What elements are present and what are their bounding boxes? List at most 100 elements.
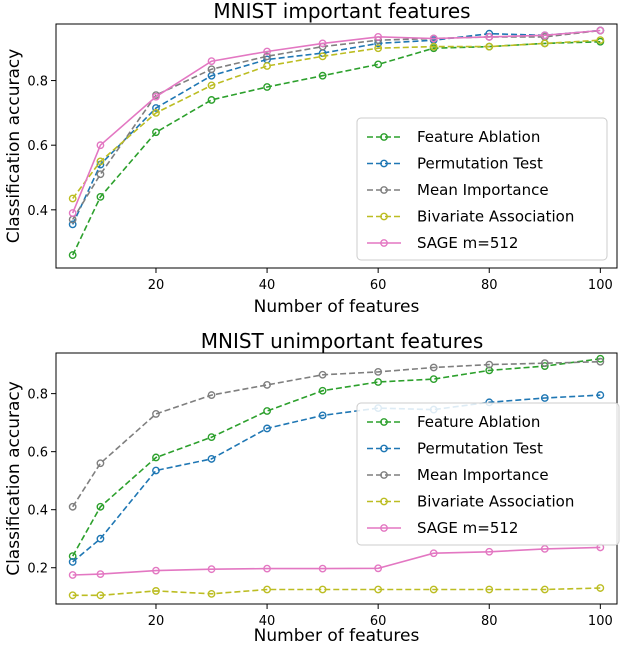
x-tick-label: 80 — [481, 278, 498, 293]
data-point — [540, 544, 549, 553]
legend-swatch-marker — [380, 471, 388, 479]
data-point — [429, 363, 438, 372]
data-point — [152, 466, 160, 475]
series-line — [72, 546, 601, 576]
data-point — [96, 534, 105, 543]
legend-swatch-marker — [380, 133, 388, 141]
data-point — [96, 193, 105, 201]
chart-panel-2: MNIST unimportant features 20 40 60 80 100 0.2… — [4, 329, 620, 646]
legend-label: Bivariate Association — [417, 208, 574, 226]
series-line — [72, 358, 601, 557]
series-line — [72, 587, 601, 597]
data-point — [207, 57, 216, 66]
data-point — [540, 362, 549, 370]
legend-swatch-marker — [380, 444, 388, 453]
data-point — [429, 585, 438, 594]
y-tick-label: 0.4 — [27, 204, 48, 219]
chart-title: MNIST important features — [213, 0, 470, 23]
data-point — [207, 455, 216, 463]
data-point — [374, 367, 383, 376]
legend-label: Mean Importance — [417, 466, 549, 484]
y-tick-label: 0.6 — [27, 446, 48, 461]
data-point — [263, 564, 271, 573]
data-point — [68, 558, 77, 566]
legend-label: Permutation Test — [417, 155, 543, 173]
data-point — [318, 585, 327, 594]
data-point — [68, 194, 77, 203]
legend-item: SAGE m=512 — [367, 234, 518, 252]
data-point — [540, 31, 549, 40]
data-point — [263, 585, 271, 594]
series-3 — [68, 357, 605, 511]
legend-item: Bivariate Association — [367, 493, 574, 511]
legend-label: Feature Ablation — [417, 128, 540, 146]
data-point — [207, 589, 216, 598]
data-point — [374, 564, 383, 573]
x-tick-label: 80 — [481, 614, 498, 629]
data-point — [374, 33, 383, 41]
data-point — [263, 47, 271, 56]
series-5 — [68, 543, 605, 579]
x-axis-label: Number of features — [254, 626, 420, 646]
data-point — [207, 96, 216, 104]
data-point — [152, 92, 160, 101]
data-point — [485, 547, 494, 556]
series-5 — [68, 26, 605, 217]
data-point — [596, 357, 605, 366]
data-point — [318, 411, 327, 420]
legend-swatch-marker — [380, 159, 388, 168]
chart-title: MNIST unimportant features — [201, 329, 484, 353]
data-point — [68, 220, 77, 229]
x-tick-label: 20 — [148, 278, 165, 293]
series-4 — [68, 584, 605, 600]
data-point — [429, 375, 438, 384]
legend-item: Permutation Test — [367, 440, 543, 458]
data-point — [540, 39, 549, 48]
data-point — [374, 60, 383, 69]
data-point — [207, 65, 216, 74]
data-point — [96, 459, 105, 468]
legend-swatch-marker — [380, 497, 388, 506]
legend-item: SAGE m=512 — [367, 519, 518, 537]
data-point — [96, 502, 105, 511]
data-point — [318, 39, 327, 48]
x-tick-label: 100 — [588, 278, 613, 293]
x-tick-label: 20 — [148, 614, 165, 629]
data-point — [429, 549, 438, 558]
data-point — [318, 71, 327, 80]
data-point — [318, 386, 327, 395]
data-point — [540, 359, 549, 368]
data-point — [318, 52, 327, 61]
data-point — [152, 128, 160, 137]
data-point — [374, 378, 383, 386]
data-point — [596, 584, 605, 592]
data-point — [152, 453, 160, 462]
data-point — [318, 370, 327, 379]
series-line — [71, 41, 601, 256]
data-point — [68, 571, 77, 579]
data-point — [96, 570, 105, 579]
legend-swatch-marker — [380, 418, 388, 426]
data-point — [318, 564, 327, 573]
data-point — [263, 381, 271, 389]
data-point — [96, 157, 105, 166]
y-axis-label: Classification accuracy — [4, 381, 24, 576]
legend-label: SAGE m=512 — [417, 519, 518, 537]
data-point — [152, 410, 160, 418]
series-4 — [68, 36, 605, 203]
data-point — [596, 391, 605, 399]
x-axis-label: Number of features — [254, 297, 420, 317]
legend-frame — [356, 402, 620, 546]
data-point — [152, 566, 160, 575]
series-line — [72, 394, 601, 563]
data-point — [374, 44, 383, 53]
data-point — [596, 354, 605, 363]
data-point — [263, 83, 271, 91]
legend-item: Feature Ablation — [367, 413, 540, 431]
data-point — [263, 424, 271, 433]
series-line — [71, 29, 601, 214]
legend-item: Bivariate Association — [367, 208, 574, 226]
y-tick-label: 0.8 — [27, 388, 48, 403]
data-point — [96, 141, 105, 150]
